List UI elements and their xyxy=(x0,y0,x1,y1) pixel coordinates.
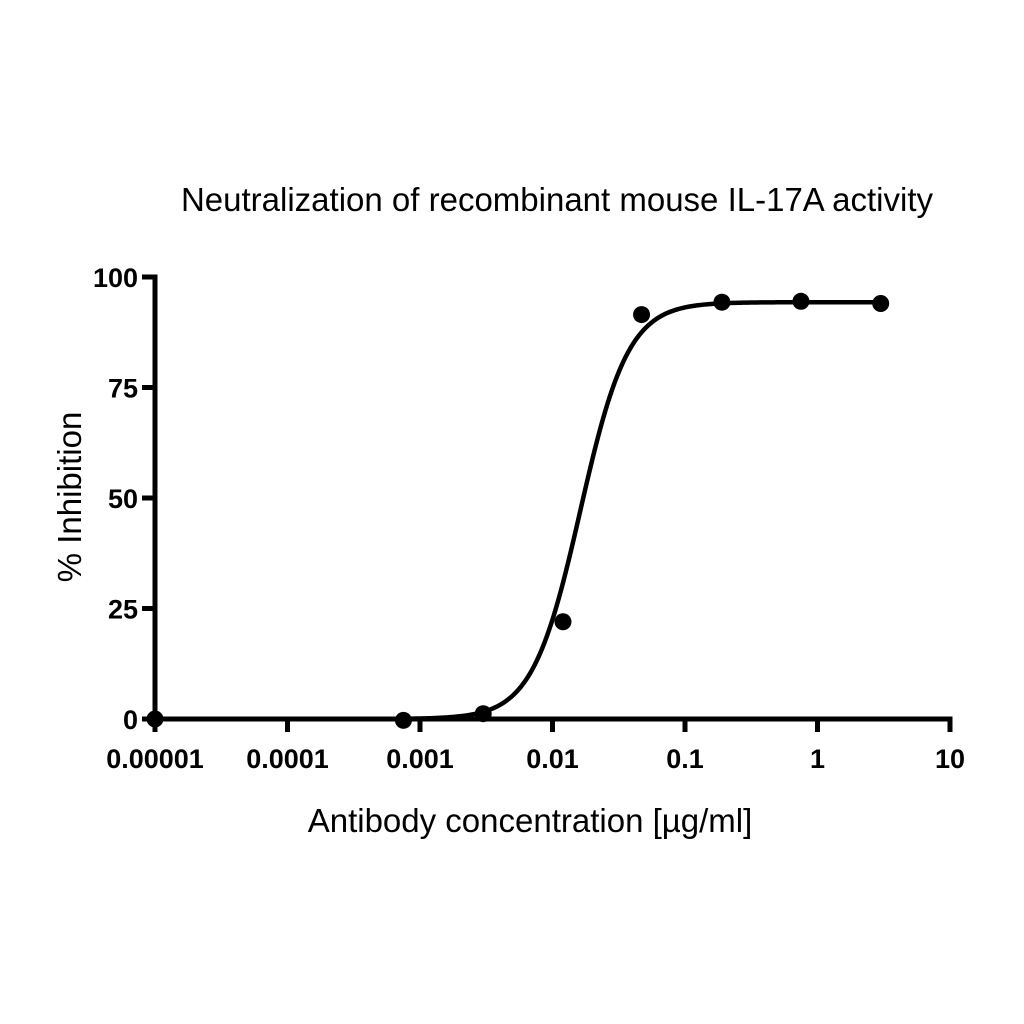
data-point xyxy=(474,705,492,723)
x-tick-label: 0.01 xyxy=(526,744,579,774)
y-tick-label: 75 xyxy=(108,374,138,404)
x-tick-label: 0.1 xyxy=(666,744,704,774)
y-axis-ticks: 0 25 50 75 100 xyxy=(93,263,155,735)
chart-title: Neutralization of recombinant mouse IL-1… xyxy=(181,181,934,218)
data-point xyxy=(792,292,810,310)
data-point xyxy=(554,613,572,631)
data-point xyxy=(146,710,164,728)
x-axis-title: Antibody concentration [µg/ml] xyxy=(308,802,753,839)
y-tick-label: 0 xyxy=(123,705,138,735)
data-points xyxy=(146,292,890,729)
data-point xyxy=(633,306,651,324)
data-point xyxy=(394,711,412,729)
y-tick-label: 100 xyxy=(93,263,138,293)
data-point xyxy=(713,293,731,311)
x-tick-label: 0.001 xyxy=(386,744,454,774)
x-tick-label: 0.0001 xyxy=(246,744,329,774)
x-tick-label: 10 xyxy=(935,744,965,774)
x-tick-label: 1 xyxy=(810,744,825,774)
y-tick-label: 25 xyxy=(108,595,138,625)
fit-curve xyxy=(155,299,881,722)
x-tick-label: 0.00001 xyxy=(106,744,204,774)
y-axis-title: % Inhibition xyxy=(51,412,88,583)
data-point xyxy=(872,295,890,313)
y-tick-label: 50 xyxy=(108,484,138,514)
x-axis-ticks: 0.00001 0.0001 0.001 0.01 0.1 1 10 xyxy=(106,719,965,774)
